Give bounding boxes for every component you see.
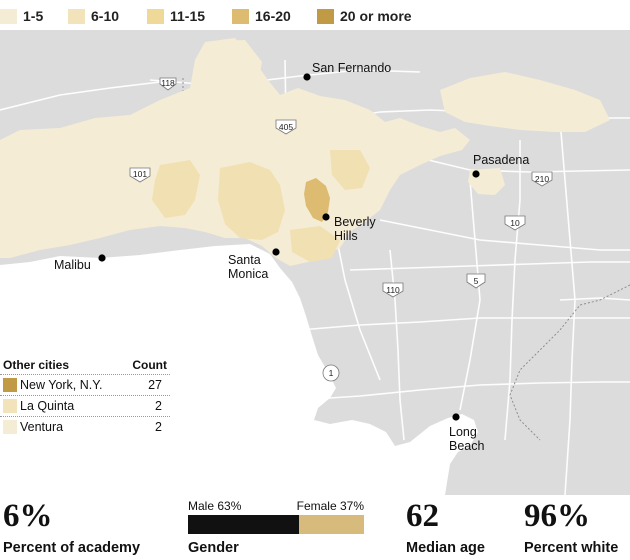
other-city-swatch — [3, 378, 17, 392]
other-city-count: 27 — [148, 378, 162, 392]
other-city-name: La Quinta — [20, 399, 75, 413]
legend-item-16-20: 16-20 — [232, 7, 291, 25]
highway-shield-110: 110 — [382, 282, 404, 298]
legend-item-1-5: 1-5 — [0, 7, 43, 25]
other-city-row: La Quinta 2 — [0, 395, 170, 416]
svg-text:10: 10 — [510, 218, 520, 228]
legend-swatch — [232, 8, 249, 24]
highway-shield-10: 10 — [504, 215, 526, 231]
gender-bar — [188, 515, 364, 534]
other-city-name: Ventura — [20, 420, 64, 434]
legend-swatch — [68, 8, 85, 24]
legend-swatch — [0, 8, 17, 24]
legend-label: 1-5 — [23, 8, 44, 24]
legend-label: 6-10 — [91, 8, 120, 24]
highway-shield-1: 1 — [322, 364, 340, 382]
region-count-6-10-a — [152, 160, 200, 218]
map-svg: San Fernando Pasadena Beverly Hills Sant… — [0, 30, 630, 495]
svg-text:110: 110 — [386, 285, 400, 295]
gender-female-bar — [298, 515, 364, 534]
city-label-hills: Hills — [334, 229, 358, 243]
city-dot-long-beach — [452, 413, 460, 421]
region-count-6-10-d — [290, 226, 340, 262]
other-cities-header-label: Other cities — [3, 358, 70, 372]
region-count-1-5-north-west — [205, 40, 262, 95]
map[interactable]: San Fernando Pasadena Beverly Hills Sant… — [0, 30, 630, 495]
svg-text:5: 5 — [474, 276, 479, 286]
region-count-16-20 — [304, 178, 330, 222]
city-label-san-fernando: San Fernando — [312, 61, 391, 75]
city-label-santa: Santa — [228, 253, 261, 267]
highway-shield-405: 405 — [275, 119, 297, 135]
median-age-value: 62 — [406, 498, 439, 534]
legend-label: 16-20 — [255, 8, 291, 24]
region-count-1-5-north — [440, 72, 610, 132]
highway-shield-101: 101 — [129, 167, 151, 183]
legend-label: 20 or more — [340, 8, 412, 24]
svg-text:118: 118 — [161, 78, 175, 88]
city-dot-santa-monica — [272, 248, 280, 256]
city-label-malibu: Malibu — [54, 258, 91, 272]
legend-swatch — [317, 8, 334, 24]
legend-item-20-or-more: 20 or more — [317, 7, 412, 25]
city-dot-pasadena — [472, 170, 480, 178]
percent-white-label: Percent white — [524, 540, 619, 556]
other-cities-header: Other cities Count — [0, 358, 170, 374]
city-dot-san-fernando — [303, 73, 311, 81]
legend-swatch — [147, 8, 164, 24]
highway-shield-118: 118 — [159, 77, 177, 91]
percent-white-value: 96% — [524, 498, 590, 534]
other-city-row: New York, N.Y. 27 — [0, 374, 170, 395]
other-cities-table: Other cities Count New York, N.Y. 27 La … — [0, 358, 170, 437]
city-dot-beverly-hills — [322, 213, 330, 221]
highway-shield-210: 210 — [531, 171, 553, 187]
gender-male-bar — [188, 515, 299, 534]
city-label-pasadena: Pasadena — [473, 153, 529, 167]
gender-female-label: Female 37% — [296, 499, 364, 513]
city-label-monica: Monica — [228, 267, 268, 281]
region-count-1-5 — [0, 38, 470, 266]
svg-text:405: 405 — [279, 122, 293, 132]
gender-label: Gender — [188, 540, 239, 556]
ocean — [0, 244, 478, 495]
svg-text:210: 210 — [535, 174, 549, 184]
city-label-long: Long — [449, 425, 477, 439]
other-city-name: New York, N.Y. — [20, 378, 103, 392]
region-count-6-10-b — [218, 162, 285, 240]
gender-labels: Male 63% Female 37% — [188, 499, 364, 513]
svg-text:101: 101 — [133, 169, 147, 179]
academy-percent-label: Percent of academy — [3, 540, 141, 556]
other-city-count: 2 — [155, 420, 162, 434]
legend-item-11-15: 11-15 — [147, 7, 205, 25]
legend: 1-5 6-10 11-15 16-20 20 or more — [0, 0, 630, 30]
highway-shield-5: 5 — [466, 273, 486, 289]
city-dot-malibu — [98, 254, 106, 262]
legend-label: 11-15 — [170, 8, 206, 24]
other-cities-count-header: Count — [132, 358, 167, 372]
other-city-swatch — [3, 420, 17, 434]
legend-item-6-10: 6-10 — [68, 7, 119, 25]
city-label-beverly: Beverly — [334, 215, 376, 229]
city-label-beach: Beach — [449, 439, 484, 453]
gender-male-label: Male 63% — [188, 499, 242, 513]
region-count-6-10-c — [330, 150, 370, 190]
academy-percent-value: 6% — [3, 498, 53, 534]
other-city-swatch — [3, 399, 17, 413]
other-city-row: Ventura 2 — [0, 416, 170, 437]
other-city-count: 2 — [155, 399, 162, 413]
svg-text:1: 1 — [329, 368, 334, 378]
median-age-label: Median age — [406, 540, 485, 556]
